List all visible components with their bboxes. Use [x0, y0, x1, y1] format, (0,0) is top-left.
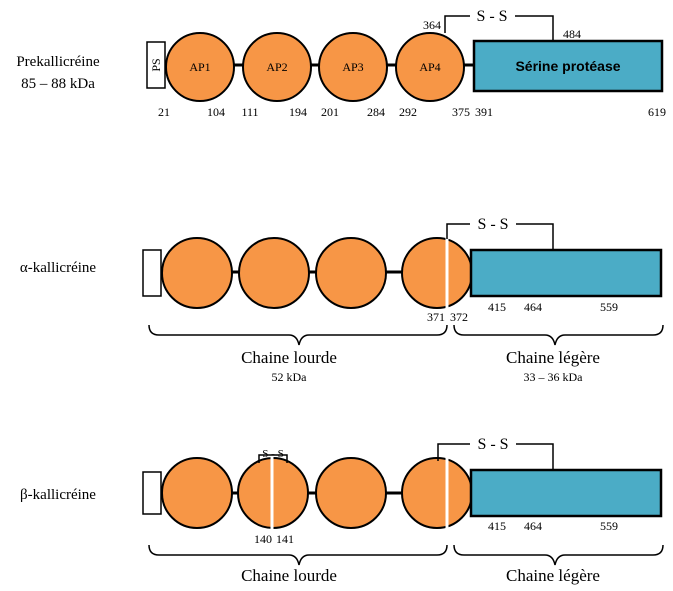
prekallikrein-disulfide-text: S - S: [476, 8, 507, 25]
position-194: 194: [289, 105, 307, 119]
position-284: 284: [367, 105, 385, 119]
ap1-domain: [165, 32, 235, 102]
beta-kallikrein-row: β-kallicréine S - S S - S 140 141 415 46…: [20, 434, 664, 585]
prekallikrein-row: Prekallicréine 85 – 88 kDa PS AP1 AP2 AP…: [16, 8, 666, 119]
prekallikrein-name: Prekallicréine: [16, 54, 100, 70]
position-21: 21: [158, 105, 170, 119]
alpha-ap2-domain: [238, 237, 310, 309]
alpha-position-371: 371: [427, 310, 445, 324]
alpha-signal-peptide-box: [142, 249, 162, 297]
beta-heavy-chain-label: Chaine lourde: [241, 566, 337, 585]
position-375: 375: [452, 105, 470, 119]
position-391: 391: [475, 105, 493, 119]
alpha-light-chain-bracket: [453, 324, 664, 346]
alpha-ap1-domain: [161, 237, 233, 309]
alpha-heavy-chain-mass: 52 kDa: [272, 370, 308, 384]
alpha-position-372: 372: [450, 310, 468, 324]
beta-position-415: 415: [488, 519, 506, 533]
alpha-kallikrein-name: α-kallicréine: [20, 260, 96, 276]
position-292: 292: [399, 105, 417, 119]
ap3-label: AP3: [342, 60, 363, 74]
beta-position-464: 464: [524, 519, 542, 533]
alpha-ss-mask: [470, 214, 516, 232]
prekallikrein-mass: 85 – 88 kDa: [21, 76, 95, 92]
beta-ap4-domain: [401, 457, 473, 529]
beta-disulfide-label: S - S: [477, 436, 508, 453]
alpha-position-559: 559: [600, 300, 618, 314]
ap4-label: AP4: [419, 60, 440, 74]
beta-position-559: 559: [600, 519, 618, 533]
beta-light-chain-bracket: [453, 544, 664, 566]
beta-ss-mask: [470, 434, 516, 452]
beta-inner-disulfide-bond: [258, 454, 288, 463]
serine-protease-label: Sérine protéase: [515, 58, 620, 74]
beta-ap1-domain: [161, 457, 233, 529]
beta-signal-peptide-box: [142, 471, 162, 515]
alpha-light-chain-domain: [469, 248, 663, 298]
ap3-domain: [318, 32, 388, 102]
beta-kallikrein-name: β-kallicréine: [20, 487, 96, 503]
alpha-ap4-domain: [401, 237, 473, 309]
ss-label-mask: [470, 8, 515, 24]
beta-heavy-chain-bracket: [148, 544, 448, 566]
beta-position-141: 141: [276, 532, 294, 546]
position-364: 364: [423, 18, 441, 32]
alpha-heavy-chain-label: Chaine lourde: [241, 348, 337, 367]
ap4-domain: [395, 32, 465, 102]
ap1-label: AP1: [189, 60, 210, 74]
alpha-light-chain-mass: 33 – 36 kDa: [524, 370, 584, 384]
beta-light-chain-domain: [469, 468, 663, 518]
position-104: 104: [207, 105, 225, 119]
alpha-kallikrein-row: α-kallicréine S - S 371 372 415 464 559 …: [20, 214, 664, 384]
position-111: 111: [241, 105, 258, 119]
position-484: 484: [563, 27, 581, 41]
ap2-label: AP2: [266, 60, 287, 74]
alpha-position-415: 415: [488, 300, 506, 314]
signal-peptide-label: PS: [149, 58, 163, 71]
alpha-light-chain-label: Chaine légère: [506, 348, 600, 367]
alpha-ap3-domain: [315, 237, 387, 309]
alpha-heavy-chain-bracket: [148, 324, 448, 346]
position-201: 201: [321, 105, 339, 119]
beta-light-chain-label: Chaine légère: [506, 566, 600, 585]
beta-ap3-domain: [315, 457, 387, 529]
beta-inner-disulfide-label: S - S: [262, 448, 283, 460]
ap2-domain: [242, 32, 312, 102]
alpha-disulfide-label: S - S: [477, 216, 508, 233]
serine-protease-domain: [472, 39, 664, 93]
position-619: 619: [648, 105, 666, 119]
beta-position-140: 140: [254, 532, 272, 546]
alpha-position-464: 464: [524, 300, 542, 314]
